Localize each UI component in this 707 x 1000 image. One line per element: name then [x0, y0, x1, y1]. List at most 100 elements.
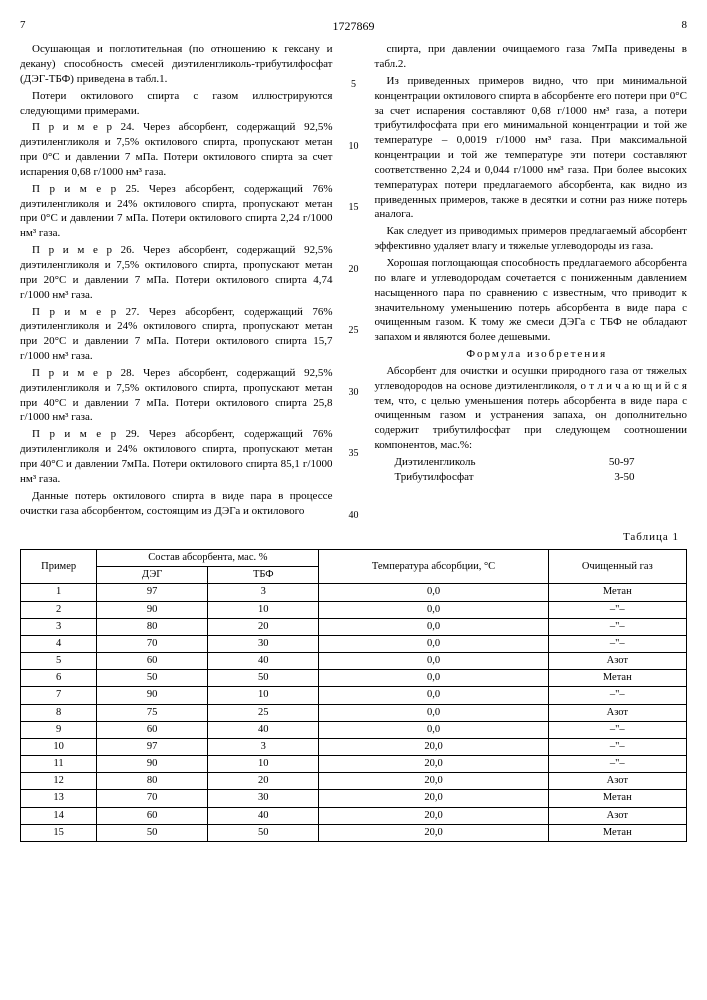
table-cell: 97 — [97, 738, 208, 755]
para: Как следует из приводимых примеров предл… — [375, 224, 688, 254]
table-row: 1097320,0–"– — [21, 738, 687, 755]
table-cell: 13 — [21, 790, 97, 807]
table-cell: 70 — [97, 635, 208, 652]
table-cell: 8 — [21, 704, 97, 721]
table-cell: Метан — [548, 670, 686, 687]
patent-number: 1727869 — [26, 18, 682, 34]
table-cell: 10 — [21, 738, 97, 755]
table-cell: 90 — [97, 687, 208, 704]
table-cell: 20,0 — [319, 807, 548, 824]
table-cell: 0,0 — [319, 584, 548, 601]
col-header: Пример — [21, 550, 97, 584]
ratio-name: Диэтиленгликоль — [395, 455, 476, 470]
table-cell: 1 — [21, 584, 97, 601]
table-cell: 97 — [97, 584, 208, 601]
ratio-name: Трибутилфосфат — [395, 470, 474, 485]
page-header: 7 1727869 8 — [20, 18, 687, 34]
table-cell: 0,0 — [319, 670, 548, 687]
col-subheader: ДЭГ — [97, 567, 208, 584]
table-cell: –"– — [548, 738, 686, 755]
page-num-right: 8 — [682, 18, 688, 34]
table-cell: 11 — [21, 756, 97, 773]
data-table: Пример Состав абсорбента, мас. % Темпера… — [20, 549, 687, 842]
line-marker: 10 — [347, 140, 361, 154]
ratio-value: 50-97 — [609, 455, 635, 470]
table-cell: Метан — [548, 824, 686, 841]
table-cell: 40 — [208, 653, 319, 670]
table-cell: 50 — [208, 824, 319, 841]
para: Данные потерь октилового спирта в виде п… — [20, 489, 333, 519]
table-cell: 0,0 — [319, 721, 548, 738]
table-cell: 40 — [208, 807, 319, 824]
line-markers: 5 10 15 20 25 30 35 40 — [347, 42, 361, 522]
table-cell: 2 — [21, 601, 97, 618]
table-cell: –"– — [548, 687, 686, 704]
table-cell: 20,0 — [319, 824, 548, 841]
table-cell: 12 — [21, 773, 97, 790]
table-cell: 20,0 — [319, 773, 548, 790]
table-row: 290100,0–"– — [21, 601, 687, 618]
table-cell: –"– — [548, 756, 686, 773]
line-marker: 25 — [347, 324, 361, 338]
table-cell: –"– — [548, 601, 686, 618]
para: П р и м е р 27. Через абсорбент, содержа… — [20, 305, 333, 364]
table-row: 790100,0–"– — [21, 687, 687, 704]
para: Потери октилового спирта с газом иллюстр… — [20, 89, 333, 119]
para: П р и м е р 24. Через абсорбент, содержа… — [20, 120, 333, 179]
table-row: 875250,0Азот — [21, 704, 687, 721]
line-marker: 5 — [347, 78, 361, 92]
table-cell: 3 — [208, 584, 319, 601]
table-cell: 20 — [208, 773, 319, 790]
table-cell: 20,0 — [319, 738, 548, 755]
table-cell: 6 — [21, 670, 97, 687]
line-marker: 35 — [347, 447, 361, 461]
para: Абсорбент для очистки и осушки природног… — [375, 364, 688, 453]
table-row: 470300,0–"– — [21, 635, 687, 652]
table-cell: 3 — [208, 738, 319, 755]
left-column: Осушающая и поглотительная (по отношению… — [20, 42, 333, 522]
table-cell: 0,0 — [319, 653, 548, 670]
table-cell: 30 — [208, 635, 319, 652]
table-cell: 10 — [208, 756, 319, 773]
col-header: Очищенный газ — [548, 550, 686, 584]
table-cell: Метан — [548, 790, 686, 807]
table-cell: 10 — [208, 687, 319, 704]
para: Осушающая и поглотительная (по отношению… — [20, 42, 333, 87]
para: П р и м е р 25. Через абсорбент, содержа… — [20, 182, 333, 241]
table-row: 19730,0Метан — [21, 584, 687, 601]
table-row: 14604020,0Азот — [21, 807, 687, 824]
table-row: 380200,0–"– — [21, 618, 687, 635]
para: Хорошая поглощающая способность предлага… — [375, 256, 688, 345]
table-cell: –"– — [548, 635, 686, 652]
table-head: Пример Состав абсорбента, мас. % Темпера… — [21, 550, 687, 584]
col-subheader: ТБФ — [208, 567, 319, 584]
table-cell: –"– — [548, 618, 686, 635]
table-cell: 9 — [21, 721, 97, 738]
para: спирта, при давлении очищаемого газа 7мП… — [375, 42, 688, 72]
table-cell: 50 — [208, 670, 319, 687]
table-cell: 40 — [208, 721, 319, 738]
table-cell: Азот — [548, 704, 686, 721]
table-cell: 0,0 — [319, 601, 548, 618]
table-cell: 14 — [21, 807, 97, 824]
ratio-row: Диэтиленгликоль 50-97 — [395, 455, 635, 470]
table-cell: 50 — [97, 824, 208, 841]
table-cell: 0,0 — [319, 704, 548, 721]
ratio-row: Трибутилфосфат 3-50 — [395, 470, 635, 485]
para: П р и м е р 28. Через абсорбент, содержа… — [20, 366, 333, 425]
table-row: 960400,0–"– — [21, 721, 687, 738]
table-cell: 60 — [97, 653, 208, 670]
table-row: 12802020,0Азот — [21, 773, 687, 790]
table-cell: 0,0 — [319, 687, 548, 704]
table-row: 650500,0Метан — [21, 670, 687, 687]
para: Из приведенных примеров видно, что при м… — [375, 74, 688, 222]
table-cell: 60 — [97, 807, 208, 824]
line-marker: 15 — [347, 201, 361, 215]
right-column: спирта, при давлении очищаемого газа 7мП… — [375, 42, 688, 522]
ratio-table: Диэтиленгликоль 50-97 Трибутилфосфат 3-5… — [395, 455, 688, 485]
table-cell: 75 — [97, 704, 208, 721]
para: П р и м е р 29. Через абсорбент, содержа… — [20, 427, 333, 486]
table-cell: 50 — [97, 670, 208, 687]
table-cell: Азот — [548, 773, 686, 790]
table-body: 19730,0Метан290100,0–"–380200,0–"–470300… — [21, 584, 687, 842]
